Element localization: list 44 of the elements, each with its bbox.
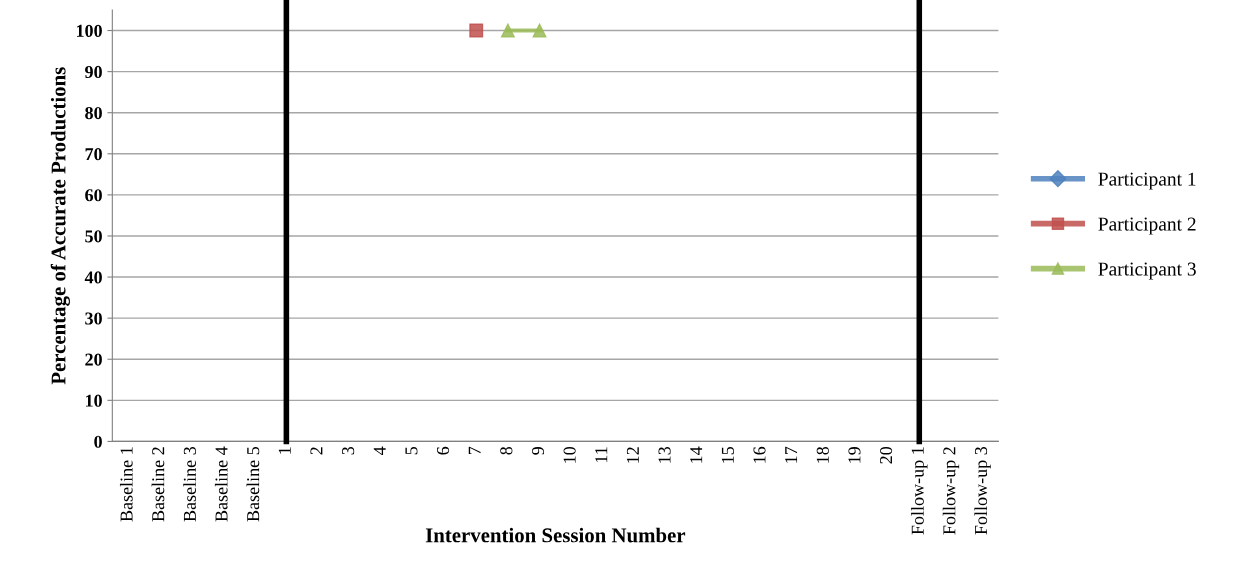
y-tick-label: 100 [76,24,102,37]
y-tick-label: 90 [85,65,102,79]
x-tick-label: 14 [690,446,703,463]
y-tick-label: 70 [85,148,102,161]
x-tick-label: 18 [816,446,829,463]
x-tick-label: Follow-up 1 [911,447,928,535]
x-tick-label: 5 [405,446,418,455]
y-tick-label: 20 [85,353,102,366]
x-tick-label: Baseline 4 [214,446,228,522]
x-tick-label: Baseline 3 [183,446,196,522]
x-tick-label: 2 [310,447,323,455]
y-axis-title: Percentage of Accurate Productions [50,67,70,385]
x-axis-title: Intervention Session Number [425,527,686,543]
x-tick-label: 16 [753,446,766,463]
y-tick-label: 60 [85,189,102,202]
y-tick-label: 10 [85,394,102,407]
x-tick-label: 13 [658,446,671,463]
x-tick-label: 11 [595,447,608,463]
x-tick-label: 3 [342,446,355,455]
x-tick-label: Baseline 2 [151,447,165,522]
x-tick-label: 12 [626,447,639,463]
x-tick-label: Follow-up 2 [942,447,960,535]
legend-label: Participant 1 [1098,172,1196,190]
x-tick-label: 4 [373,446,386,455]
y-tick-label: 50 [85,230,102,243]
x-tick-label: 1 [278,447,291,454]
y-tick-label: 40 [84,271,102,284]
x-tick-label: 9 [531,447,545,455]
x-tick-label: 15 [721,446,734,463]
x-tick-label: 6 [436,446,450,455]
legend-label: Participant 2 [1098,217,1196,235]
x-tick-label: Baseline 1 [119,447,133,522]
x-tick-label: 20 [879,446,893,464]
x-tick-label: 7 [468,446,481,455]
x-tick-label: Follow-up 3 [974,446,991,535]
x-tick-label: Baseline 5 [246,446,260,522]
y-tick-label: 30 [85,312,102,325]
y-tick-label: 80 [85,106,102,120]
legend-label: Participant 3 [1098,262,1196,280]
x-tick-label: 8 [500,446,513,455]
x-tick-label: 17 [785,446,798,463]
x-tick-label: 10 [563,446,576,463]
x-tick-label: 19 [848,447,861,463]
y-tick-label: 0 [94,435,102,448]
